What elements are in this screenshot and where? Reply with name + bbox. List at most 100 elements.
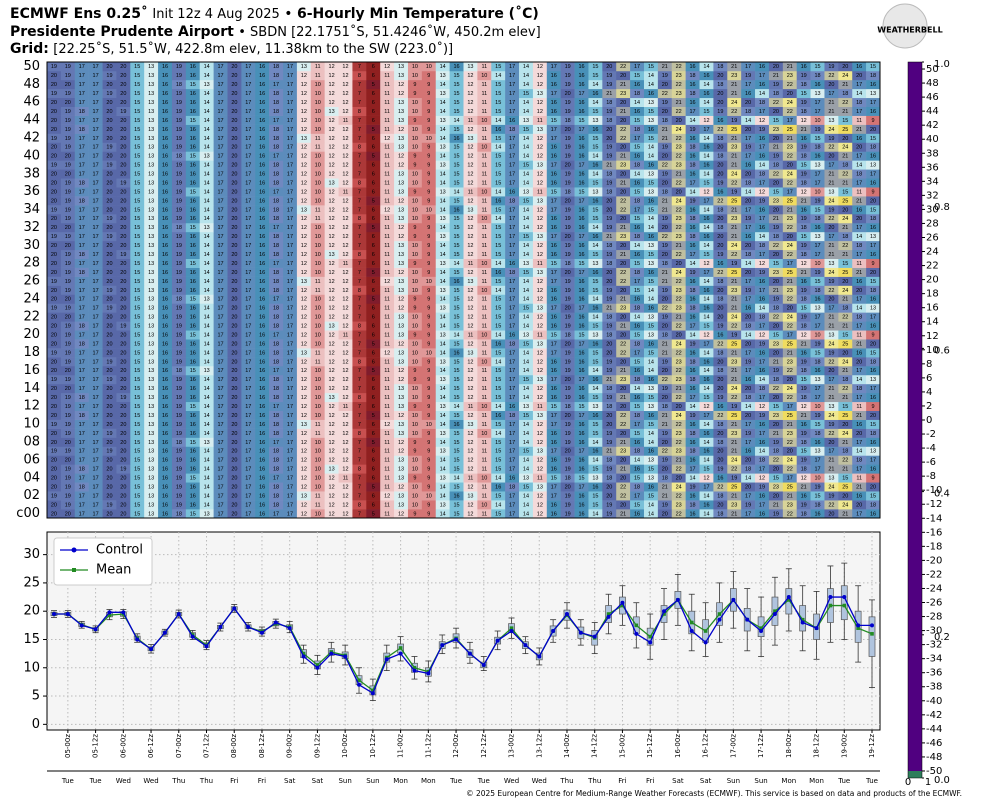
cell-value: 11 xyxy=(384,315,390,321)
cell-value: 20 xyxy=(565,163,571,169)
cell-value: 12 xyxy=(467,145,473,151)
heat-cell xyxy=(171,482,187,492)
heat-cell xyxy=(435,330,450,340)
cell-value: 8 xyxy=(358,180,361,186)
heat-cell xyxy=(366,455,381,465)
cell-value: 10 xyxy=(412,493,418,499)
cell-value: 17 xyxy=(856,180,862,186)
cell-value: 16 xyxy=(592,306,598,312)
heat-cell xyxy=(241,509,256,519)
cell-value: 22 xyxy=(731,395,737,401)
cell-value: 16 xyxy=(870,180,876,186)
cell-value: 20 xyxy=(620,216,626,222)
cell-value: 19 xyxy=(176,172,182,178)
cell-value: 20 xyxy=(231,422,237,428)
cell-value: 14 xyxy=(440,315,446,321)
cell-value: 14 xyxy=(648,288,654,294)
cell-value: 24 xyxy=(828,341,834,347)
cell-value: 14 xyxy=(495,431,501,437)
cell-value: 16 xyxy=(634,180,640,186)
cell-value: 13 xyxy=(828,476,834,482)
cell-value: 20 xyxy=(120,243,126,249)
cell-value: 19 xyxy=(773,368,779,374)
heat-cell xyxy=(338,374,353,385)
cell-value: 12 xyxy=(467,324,473,330)
cell-value: 23 xyxy=(731,288,737,294)
cell-value: 14 xyxy=(856,306,862,312)
cell-value: 21 xyxy=(662,484,668,490)
cell-value: 20 xyxy=(65,243,71,249)
cell-value: 17 xyxy=(509,315,515,321)
cell-value: 7 xyxy=(358,368,361,374)
heat-cell xyxy=(477,392,492,403)
cell-value: 10 xyxy=(315,458,321,464)
cell-value: 16 xyxy=(648,377,654,383)
cell-value: 16 xyxy=(578,315,584,321)
heat-cell xyxy=(505,509,520,519)
heat-cell xyxy=(699,455,714,465)
heat-cell xyxy=(574,330,589,340)
cell-value: 12 xyxy=(329,306,335,312)
cell-value: 16 xyxy=(162,243,168,249)
cell-value: 20 xyxy=(717,234,723,240)
heat-cell xyxy=(824,419,839,429)
cell-value: 20 xyxy=(856,431,862,437)
heat-cell xyxy=(116,366,131,376)
grid-label: Grid: xyxy=(10,41,49,57)
heat-cell xyxy=(241,330,256,340)
cell-value: 17 xyxy=(787,476,793,482)
cell-value: 21 xyxy=(662,341,668,347)
heat-cell xyxy=(796,392,811,403)
cell-value: 19 xyxy=(814,270,820,276)
cell-value: 17 xyxy=(93,386,99,392)
heat-cell xyxy=(310,482,325,492)
cell-value: 20 xyxy=(620,359,626,365)
cell-value: 16 xyxy=(190,315,196,321)
heat-cell xyxy=(241,482,256,492)
heat-cell xyxy=(74,509,89,519)
cell-value: 16 xyxy=(162,207,168,213)
cell-value: 7 xyxy=(358,511,361,517)
heat-cell xyxy=(699,482,714,492)
cell-value: 17 xyxy=(245,511,251,517)
cell-value: 19 xyxy=(176,502,182,508)
cell-value: 20 xyxy=(120,297,126,303)
cell-value: 22 xyxy=(828,216,834,222)
cell-value: 19 xyxy=(65,163,71,169)
cell-value: 14 xyxy=(204,261,210,267)
heat-cell xyxy=(491,437,506,447)
cell-value: 18 xyxy=(745,252,751,258)
cell-value: 12 xyxy=(703,189,709,195)
cell-value: 12 xyxy=(329,297,335,303)
heat-cell xyxy=(838,383,853,394)
cell-value: 19 xyxy=(176,413,182,419)
heat-cell xyxy=(227,428,242,438)
heat-cell xyxy=(768,357,784,367)
cell-value: 22 xyxy=(676,297,682,303)
cell-value: 10 xyxy=(412,422,418,428)
cell-value: 17 xyxy=(287,341,293,347)
cell-value: 15 xyxy=(523,377,529,383)
heat-cell xyxy=(685,410,700,420)
heat-cell xyxy=(630,473,645,483)
heat-cell xyxy=(352,321,367,331)
heat-cell xyxy=(824,392,839,403)
heat-cell xyxy=(532,473,548,483)
heat-cell xyxy=(269,482,284,492)
cell-value: 15 xyxy=(870,279,876,285)
cell-value: 17 xyxy=(245,395,251,401)
heat-cell xyxy=(130,330,145,340)
cell-value: 15 xyxy=(453,315,459,321)
heat-cell xyxy=(296,383,312,394)
cell-value: 14 xyxy=(523,467,529,473)
cell-value: 17 xyxy=(93,288,99,294)
cell-value: 12 xyxy=(342,207,348,213)
cell-value: 20 xyxy=(231,413,237,419)
heat-cell xyxy=(796,428,811,438)
cell-value: 13 xyxy=(648,243,654,249)
cell-value: 17 xyxy=(856,297,862,303)
cell-value: 17 xyxy=(856,154,862,160)
cell-value: 20 xyxy=(65,172,71,178)
heat-cell xyxy=(824,500,839,510)
heat-cell xyxy=(60,428,76,438)
